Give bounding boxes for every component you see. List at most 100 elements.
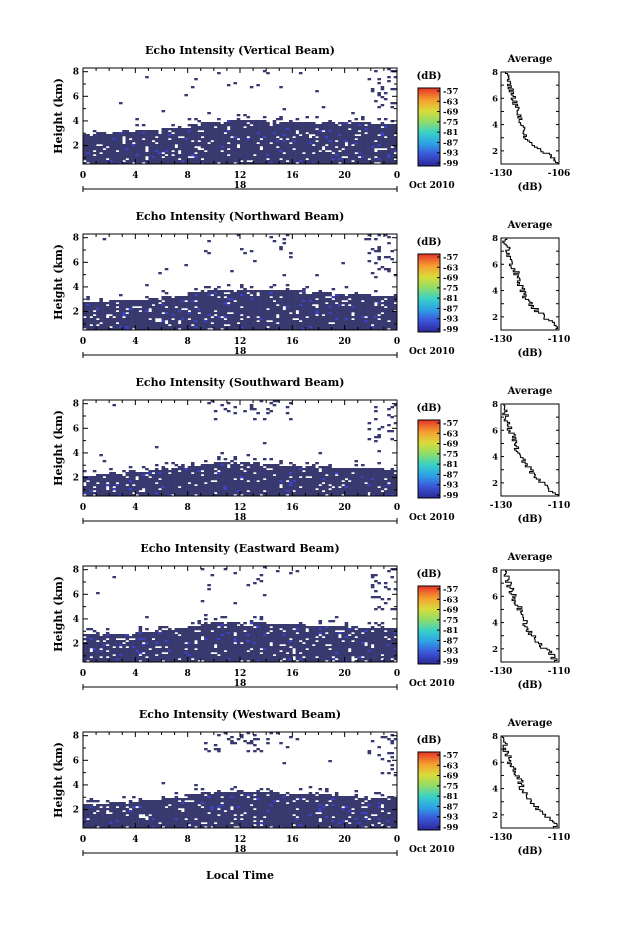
heatmap-cell: [243, 308, 247, 310]
heatmap-cell: [299, 484, 303, 486]
heatmap-cell: [286, 474, 290, 476]
heatmap-cell: [273, 150, 277, 152]
heatmap-cell: [325, 300, 329, 302]
heatmap-cell: [377, 258, 381, 260]
heatmap-cell: [135, 138, 139, 140]
heatmap-cell: [279, 144, 283, 146]
heatmap-cell: [168, 316, 172, 318]
heatmap-cell: [368, 136, 372, 138]
heatmap-cell: [233, 412, 237, 414]
heatmap-cell: [263, 142, 267, 144]
heatmap-cell: [315, 296, 319, 298]
heatmap-cell: [139, 150, 143, 152]
heatmap-cell: [354, 146, 358, 148]
heatmap-cell: [201, 320, 205, 322]
heatmap-cell: [93, 488, 97, 490]
heatmap-cell: [119, 150, 123, 152]
heatmap-cell: [211, 126, 215, 128]
heatmap-cell: [286, 472, 290, 474]
heatmap-cell: [256, 470, 260, 472]
heatmap-cell: [368, 472, 372, 474]
heatmap-cell: [260, 310, 264, 312]
heatmap-cell: [250, 300, 254, 302]
heatmap-cell: [256, 304, 260, 306]
heatmap-cell: [309, 310, 313, 312]
heatmap-cell: [240, 484, 244, 486]
heatmap-cell: [201, 310, 205, 312]
heatmap-cell: [341, 486, 345, 488]
heatmap-cell: [371, 146, 375, 148]
heatmap-cell: [181, 300, 185, 302]
heatmap-cell: [269, 410, 273, 412]
heatmap-cell: [283, 130, 287, 132]
heatmap-cell: [351, 128, 355, 130]
heatmap-cell: [227, 284, 231, 286]
heatmap-cell: [194, 470, 198, 472]
heatmap-cell: [328, 126, 332, 128]
heatmap-cell: [207, 152, 211, 154]
heatmap-cell: [296, 140, 300, 142]
heatmap-cell: [328, 482, 332, 484]
heatmap-cell: [126, 136, 130, 138]
heatmap-cell: [358, 140, 362, 142]
heatmap-cell: [368, 422, 372, 424]
heatmap-cell: [328, 130, 332, 132]
heatmap-cell: [168, 142, 172, 144]
heatmap-cell: [152, 482, 156, 484]
heatmap-cell: [168, 320, 172, 322]
heatmap-cell: [289, 122, 293, 124]
heatmap-cell: [207, 126, 211, 128]
heatmap-cell: [122, 154, 126, 156]
heatmap-cell: [112, 152, 116, 154]
heatmap-cell: [289, 130, 293, 132]
heatmap-cell: [168, 160, 172, 162]
heatmap-cell: [286, 150, 290, 152]
heatmap-cell: [243, 134, 247, 136]
heatmap-cell: [220, 290, 224, 292]
heatmap-cell: [377, 312, 381, 314]
heatmap-cell: [390, 142, 394, 144]
heatmap-cell: [289, 132, 293, 134]
heatmap-cell: [384, 160, 388, 162]
heatmap-cell: [269, 482, 273, 484]
heatmap-cell: [148, 140, 152, 142]
heatmap-cell: [351, 490, 355, 492]
heatmap-cell: [243, 288, 247, 290]
heatmap-cell: [338, 482, 342, 484]
heatmap-cell: [266, 464, 270, 466]
heatmap-cell: [296, 144, 300, 146]
heatmap-cell: [332, 318, 336, 320]
heatmap-cell: [319, 314, 323, 316]
heatmap-cell: [230, 302, 234, 304]
heatmap-cell: [132, 318, 136, 320]
heatmap-cell: [240, 486, 244, 488]
heatmap-cell: [93, 140, 97, 142]
heatmap-cell: [348, 120, 352, 122]
heatmap-cell: [345, 134, 349, 136]
heatmap-cell: [354, 474, 358, 476]
heatmap-cell: [217, 466, 221, 468]
heatmap-cell: [266, 148, 270, 150]
heatmap-cell: [86, 158, 90, 160]
heatmap-cell: [338, 132, 342, 134]
heatmap-cell: [126, 142, 130, 144]
heatmap-cell: [145, 480, 149, 482]
heatmap-cell: [243, 152, 247, 154]
heatmap-cell: [90, 326, 94, 328]
heatmap-cell: [129, 156, 133, 158]
heatmap-cell: [387, 256, 391, 258]
heatmap-cell: [220, 134, 224, 136]
heatmap-cell: [348, 146, 352, 148]
heatmap-cell: [390, 150, 394, 152]
heatmap-cell: [351, 306, 355, 308]
heatmap-cell: [99, 312, 103, 314]
heatmap-cell: [152, 324, 156, 326]
heatmap-cell: [119, 320, 123, 322]
heatmap-cell: [188, 140, 192, 142]
heatmap-cell: [328, 142, 332, 144]
heatmap-cell: [165, 486, 169, 488]
heatmap-cell: [260, 142, 264, 144]
heatmap-cell: [390, 314, 394, 316]
heatmap-cell: [263, 140, 267, 142]
heatmap-cell: [188, 324, 192, 326]
